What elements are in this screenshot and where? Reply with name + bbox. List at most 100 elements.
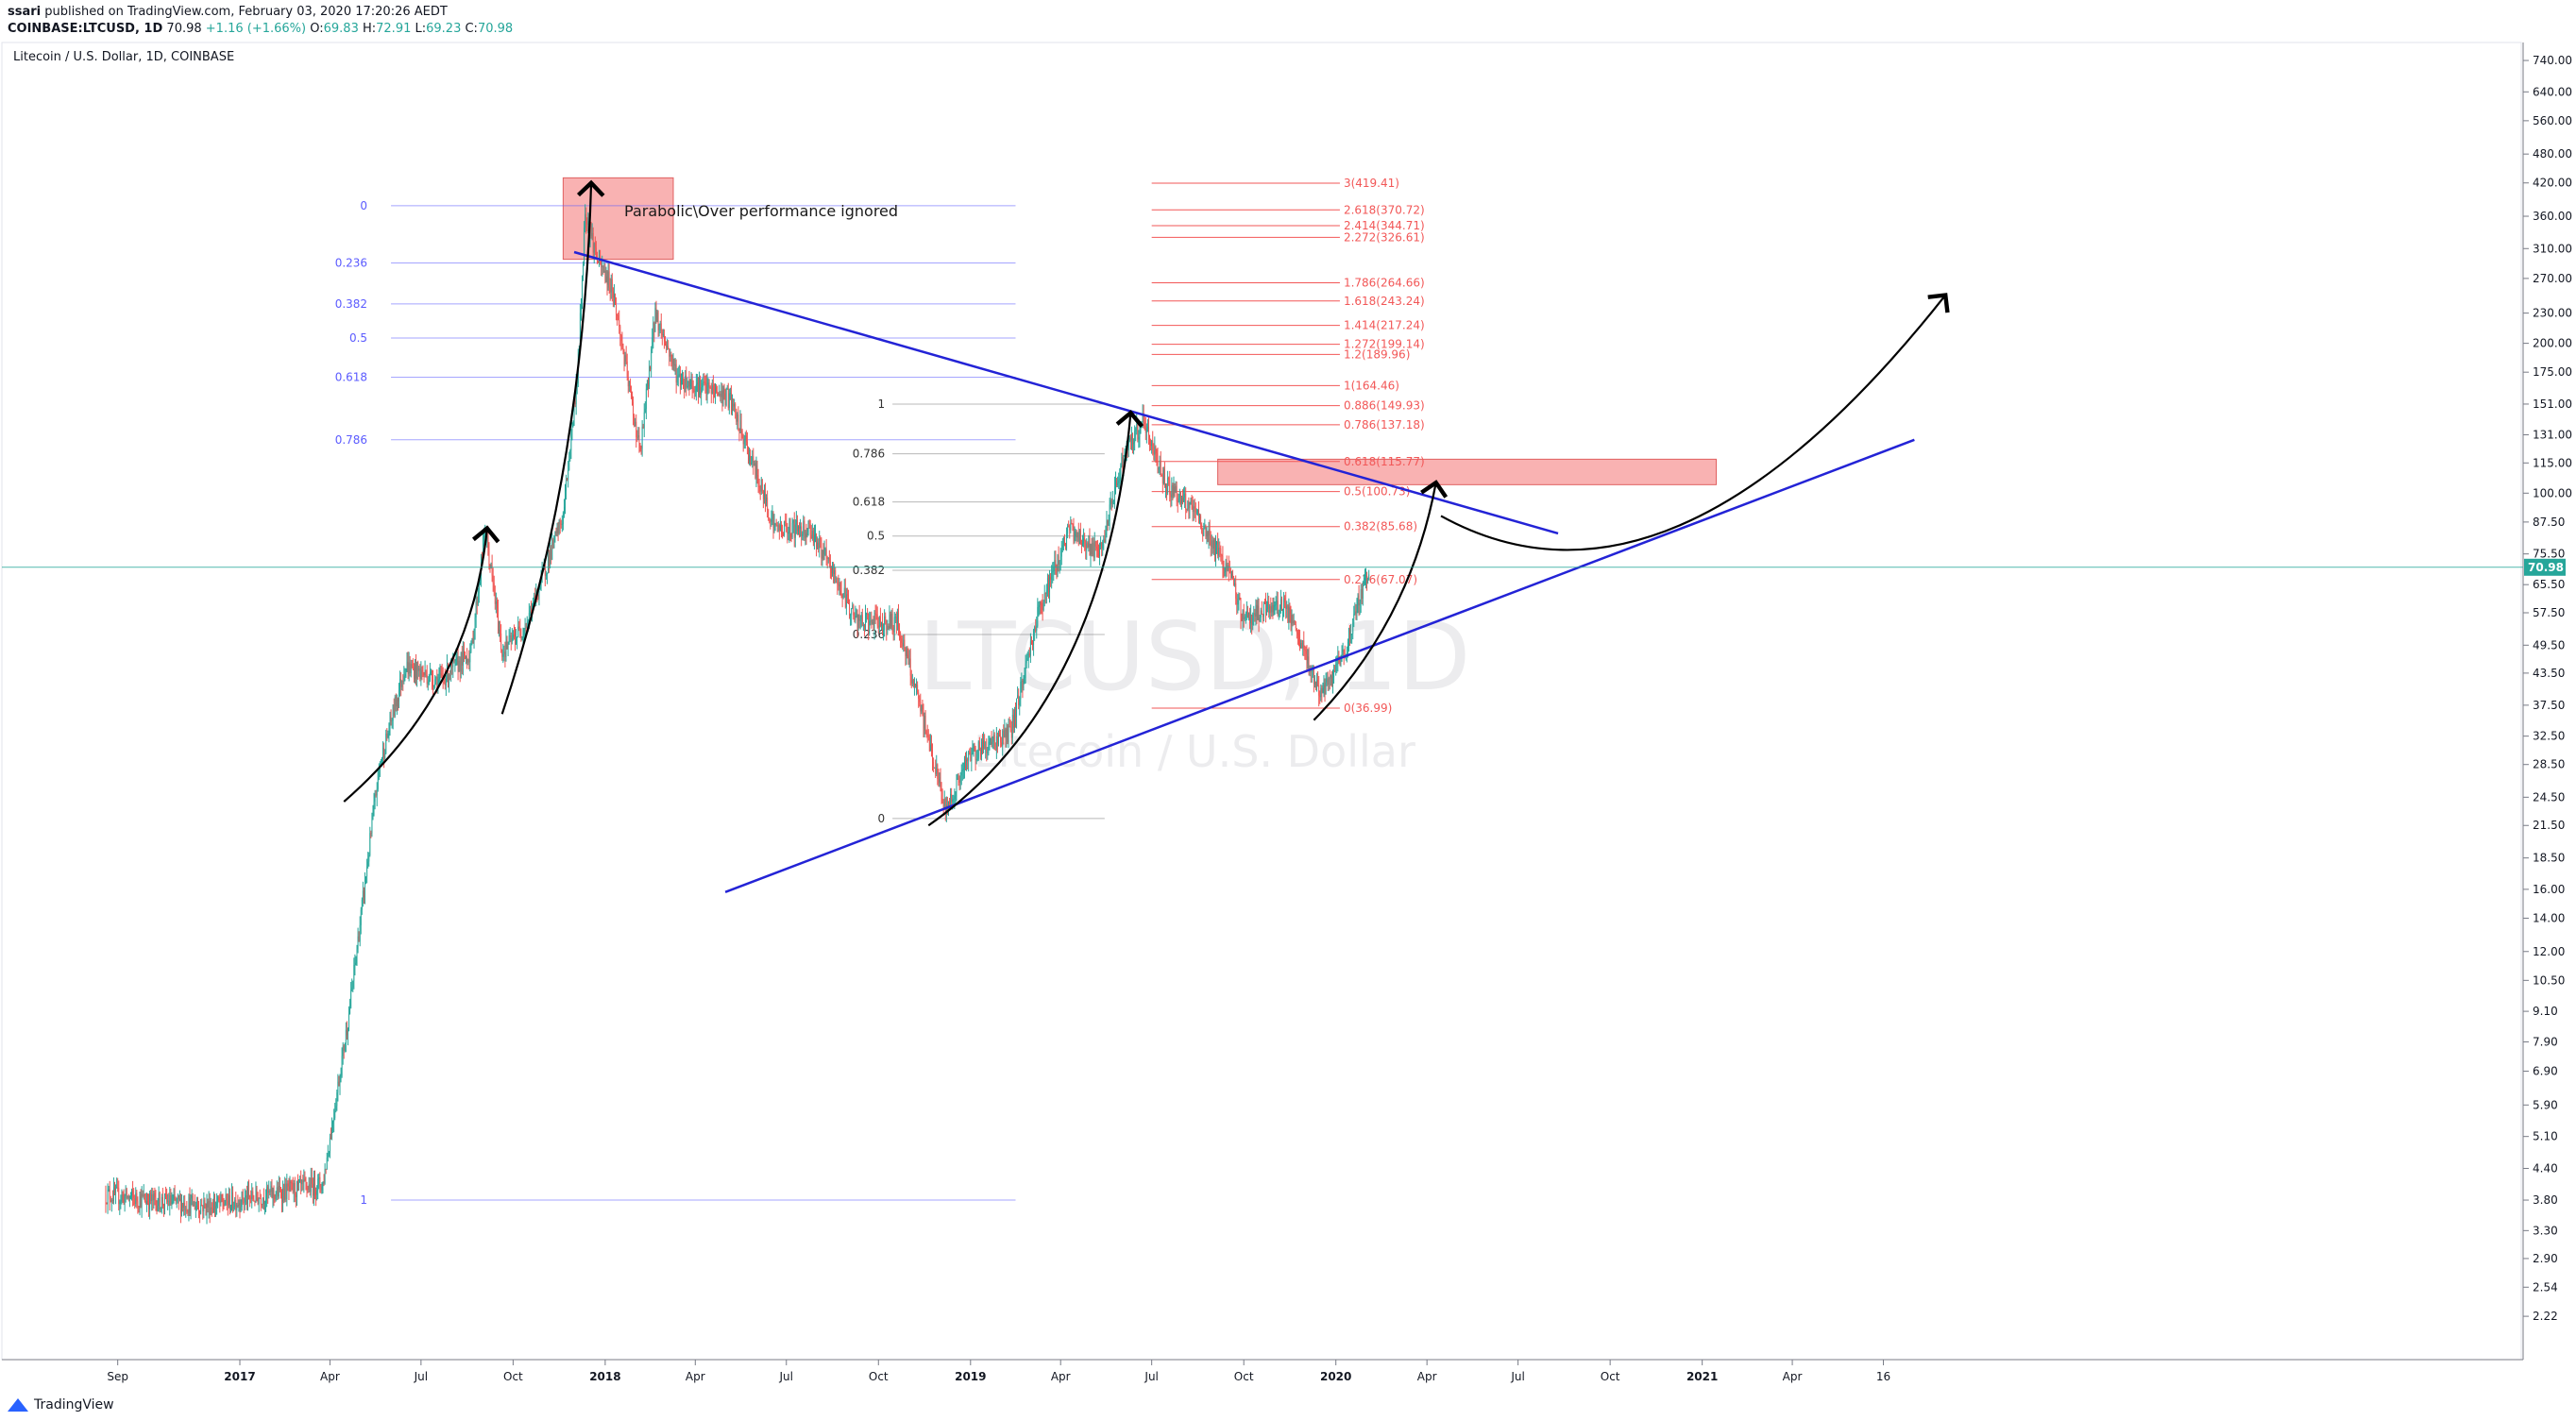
fib-ext-level-label: 0.236(67.07) bbox=[1344, 573, 1417, 586]
candle-body bbox=[1110, 499, 1112, 504]
candle-body bbox=[259, 1197, 261, 1199]
candle-body bbox=[566, 479, 568, 492]
candle-body bbox=[433, 685, 435, 687]
candle-body bbox=[306, 1182, 308, 1189]
candle-body bbox=[645, 388, 647, 409]
candle-body bbox=[838, 584, 839, 586]
candle-body bbox=[954, 796, 956, 799]
candle-body bbox=[1005, 729, 1007, 738]
candle-body bbox=[869, 621, 871, 632]
candle-body bbox=[469, 651, 471, 663]
candle-body bbox=[748, 446, 749, 462]
candle-body bbox=[658, 324, 660, 330]
candle-body bbox=[759, 486, 761, 492]
candle-body bbox=[572, 420, 574, 427]
candle-body bbox=[1071, 522, 1073, 525]
candle-body bbox=[364, 877, 365, 898]
candle-body bbox=[217, 1196, 219, 1204]
candle-body bbox=[132, 1190, 134, 1196]
fib-mid-level-label: 0 bbox=[877, 812, 885, 825]
candle-body bbox=[877, 625, 879, 628]
candle-body bbox=[585, 213, 587, 224]
price-tick-label: 480.00 bbox=[2533, 147, 2572, 161]
price-tick-label: 740.00 bbox=[2533, 54, 2572, 67]
candle-body bbox=[1358, 595, 1360, 606]
price-tick-label: 3.30 bbox=[2533, 1224, 2558, 1237]
candle-body bbox=[967, 759, 969, 761]
candle-body bbox=[407, 661, 409, 675]
candle-body bbox=[911, 680, 913, 684]
candle-body bbox=[1009, 726, 1011, 730]
candle-body bbox=[327, 1153, 329, 1159]
candle-body bbox=[1342, 650, 1344, 652]
candle-body bbox=[1123, 455, 1125, 471]
candle-body bbox=[1223, 569, 1225, 573]
candle-body bbox=[1366, 578, 1368, 581]
candle-body bbox=[859, 618, 861, 621]
candle-body bbox=[523, 628, 525, 634]
candle-body bbox=[1233, 578, 1235, 585]
candle-body bbox=[991, 738, 992, 745]
candle-body bbox=[283, 1188, 285, 1200]
candle-body bbox=[751, 462, 753, 465]
candle-body bbox=[1073, 527, 1075, 541]
candle-body bbox=[1238, 597, 1240, 601]
candle-body bbox=[1352, 618, 1354, 634]
candle-body bbox=[718, 392, 720, 396]
tradingview-logo[interactable]: TradingView bbox=[8, 1397, 114, 1413]
candle-body bbox=[1263, 601, 1265, 603]
candle-body bbox=[191, 1195, 193, 1199]
candle-body bbox=[742, 434, 744, 445]
fib-ext-level-label: 2.618(370.72) bbox=[1344, 203, 1425, 216]
candle-body bbox=[263, 1197, 264, 1205]
candle-body bbox=[1290, 613, 1292, 625]
candle-body bbox=[1059, 556, 1061, 561]
candle-body bbox=[721, 390, 723, 404]
price-tick-label: 2.54 bbox=[2533, 1280, 2558, 1294]
candle-body bbox=[938, 779, 940, 784]
candle-body bbox=[1219, 548, 1221, 550]
candle-body bbox=[1070, 522, 1072, 531]
fib-mid-level-label: 0.618 bbox=[853, 496, 885, 509]
candle-body bbox=[406, 661, 408, 669]
candle-body bbox=[884, 616, 886, 631]
candle-body bbox=[286, 1183, 288, 1200]
candle-body bbox=[1089, 536, 1091, 556]
candle-body bbox=[700, 378, 702, 395]
candle-body bbox=[1004, 729, 1006, 737]
price-tick-label: 87.50 bbox=[2533, 516, 2565, 529]
candle-body bbox=[1272, 604, 1274, 613]
publisher-name[interactable]: ssari bbox=[8, 5, 42, 19]
price-tick-label: 10.50 bbox=[2533, 973, 2565, 987]
candle-body bbox=[471, 638, 473, 643]
candle-body bbox=[318, 1176, 320, 1179]
candle-body bbox=[516, 637, 517, 644]
candle-body bbox=[1032, 644, 1033, 646]
candle-body bbox=[553, 535, 555, 549]
candle-body bbox=[755, 465, 757, 479]
candle-body bbox=[910, 675, 912, 684]
candle-body bbox=[1003, 730, 1005, 737]
candle-body bbox=[594, 243, 596, 248]
candle-body bbox=[1209, 529, 1211, 536]
candle-body bbox=[663, 333, 665, 342]
candle-body bbox=[416, 662, 418, 679]
candle-body bbox=[342, 1045, 344, 1057]
candle-body bbox=[340, 1075, 342, 1077]
candle-body bbox=[1090, 544, 1092, 556]
candle-body bbox=[931, 744, 932, 750]
candle-body bbox=[612, 291, 614, 298]
candle-body bbox=[1252, 615, 1254, 625]
candle-body bbox=[1083, 537, 1085, 544]
candle-body bbox=[1010, 729, 1012, 738]
candle-body bbox=[962, 768, 964, 770]
candle-body bbox=[1296, 633, 1298, 635]
candle-body bbox=[1051, 572, 1053, 581]
candle-body bbox=[1069, 527, 1071, 531]
candle-body bbox=[423, 674, 425, 676]
candle-body bbox=[257, 1197, 259, 1205]
candle-body bbox=[1144, 421, 1145, 427]
candle-body bbox=[1284, 598, 1286, 602]
candle-body bbox=[749, 455, 750, 462]
